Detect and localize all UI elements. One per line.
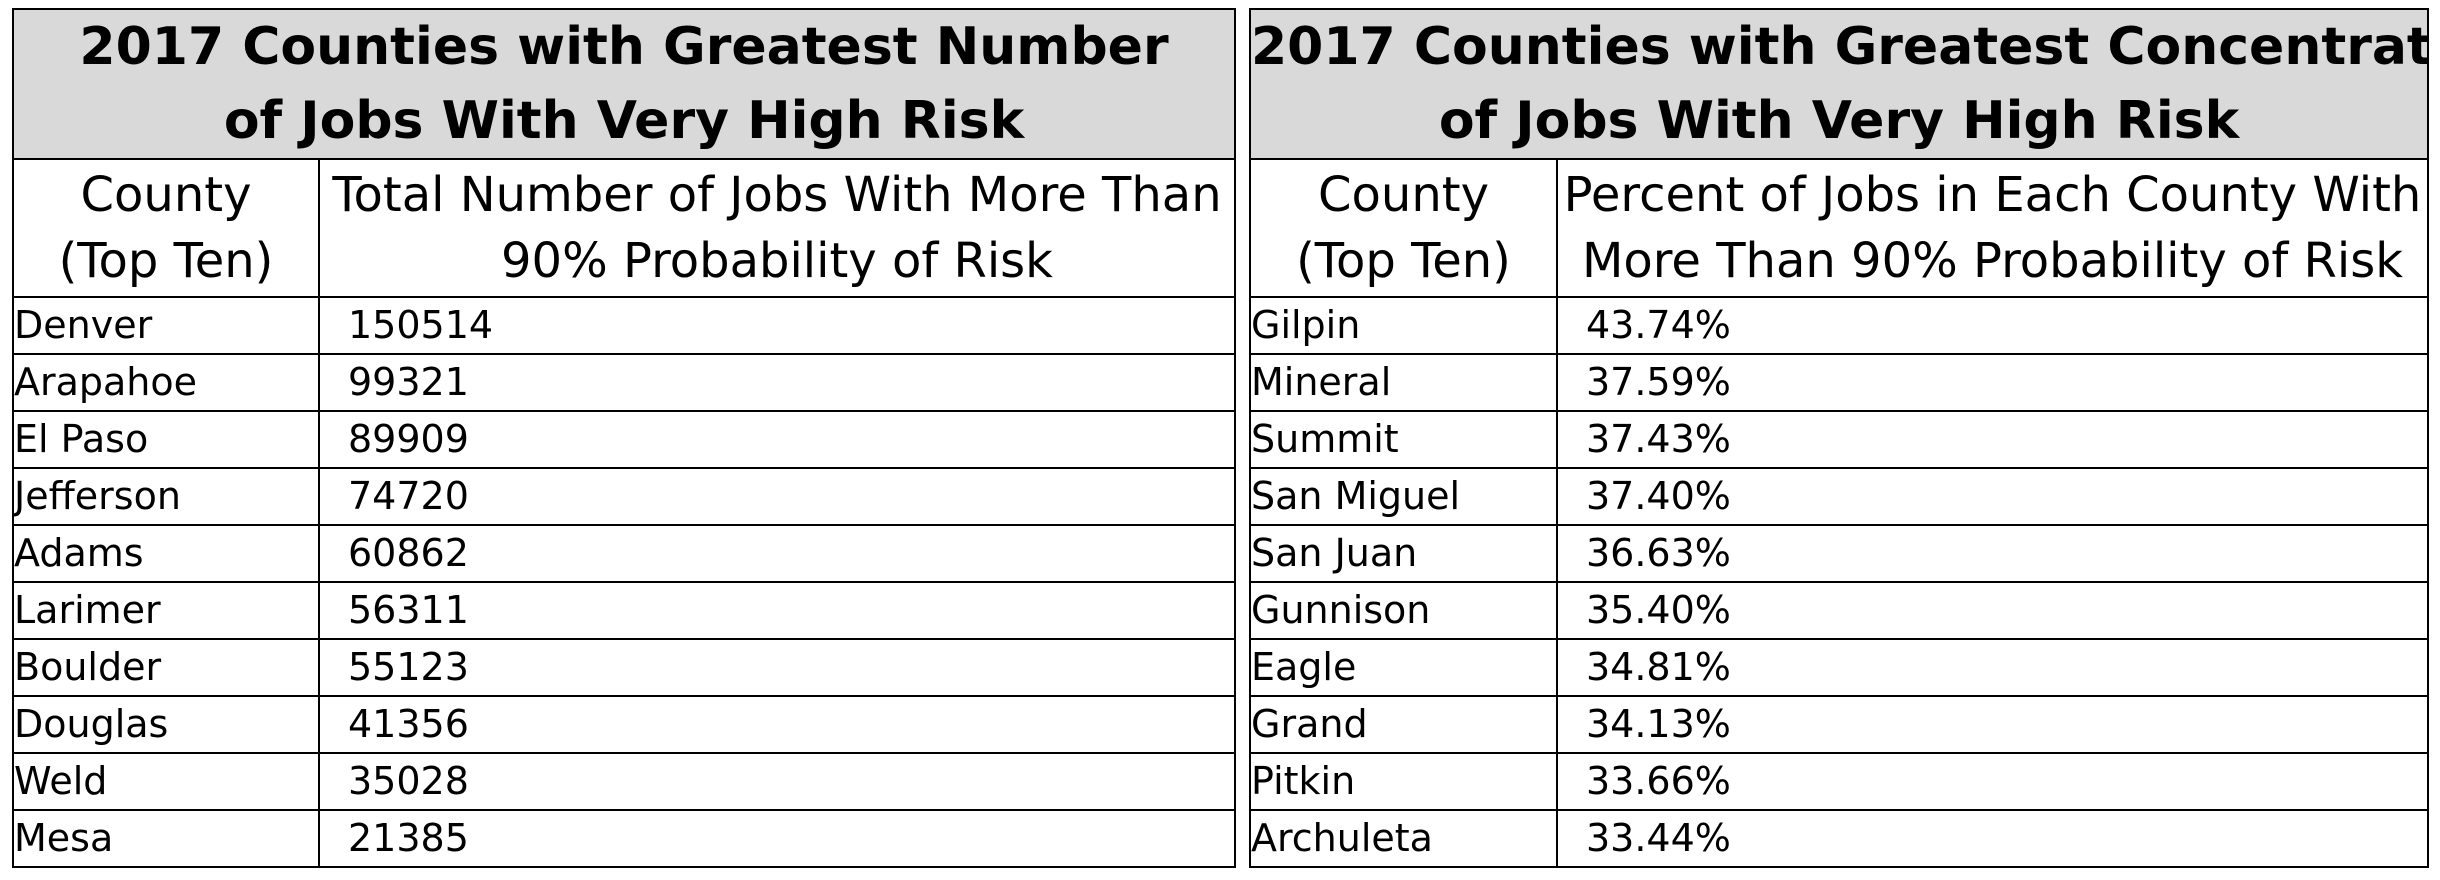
value-cell: 37.40% bbox=[1556, 467, 2429, 526]
header-line: Percent of Jobs in Each County With bbox=[1563, 167, 2422, 223]
county-cell: Arapahoe bbox=[12, 353, 320, 412]
header-line: More Than 90% Probability of Risk bbox=[1581, 233, 2404, 289]
table-row: Mineral 37.59% bbox=[1249, 353, 2429, 412]
header-line: County bbox=[1318, 167, 1489, 223]
value-cell: 99321 bbox=[318, 353, 1236, 412]
table-title-line: 2017 Counties with Greatest Concentratio… bbox=[1251, 17, 2428, 77]
header-line: (Top Ten) bbox=[1296, 233, 1511, 289]
table-row: Eagle 34.81% bbox=[1249, 638, 2429, 697]
county-column-header: County (Top Ten) bbox=[1249, 158, 1558, 298]
table-row: Boulder 55123 bbox=[12, 638, 1236, 697]
value-cell: 56311 bbox=[318, 581, 1236, 640]
table-title: 2017 Counties with Greatest Number of Jo… bbox=[12, 8, 1236, 160]
county-column-header: County (Top Ten) bbox=[12, 158, 320, 298]
county-cell: Jefferson bbox=[12, 467, 320, 526]
value-cell: 150514 bbox=[318, 296, 1236, 355]
value-cell: 33.66% bbox=[1556, 752, 2429, 811]
table-title-row: 2017 Counties with Greatest Number of Jo… bbox=[12, 8, 1236, 160]
table-row: Summit 37.43% bbox=[1249, 410, 2429, 469]
header-line: Total Number of Jobs With More Than bbox=[332, 167, 1222, 223]
value-cell: 35028 bbox=[318, 752, 1236, 811]
table-row: Archuleta 33.44% bbox=[1249, 809, 2429, 868]
county-cell: Grand bbox=[1249, 695, 1558, 754]
value-cell: 89909 bbox=[318, 410, 1236, 469]
table-row: Pitkin 33.66% bbox=[1249, 752, 2429, 811]
counties-by-concentration-table: 2017 Counties with Greatest Concentratio… bbox=[1249, 8, 2429, 868]
value-cell: 43.74% bbox=[1556, 296, 2429, 355]
value-cell: 41356 bbox=[318, 695, 1236, 754]
value-cell: 33.44% bbox=[1556, 809, 2429, 868]
county-cell: Mineral bbox=[1249, 353, 1558, 412]
table-row: Arapahoe 99321 bbox=[12, 353, 1236, 412]
county-cell: Adams bbox=[12, 524, 320, 583]
table-row: Denver 150514 bbox=[12, 296, 1236, 355]
table-title-line: of Jobs With Very High Risk bbox=[223, 91, 1025, 151]
value-cell: 34.81% bbox=[1556, 638, 2429, 697]
counties-by-number-table: 2017 Counties with Greatest Number of Jo… bbox=[12, 8, 1236, 868]
table-row: Weld 35028 bbox=[12, 752, 1236, 811]
header-line: County bbox=[80, 167, 252, 223]
county-cell: Pitkin bbox=[1249, 752, 1558, 811]
county-cell: Douglas bbox=[12, 695, 320, 754]
table-row: Douglas 41356 bbox=[12, 695, 1236, 754]
county-cell: Summit bbox=[1249, 410, 1558, 469]
county-cell: Archuleta bbox=[1249, 809, 1558, 868]
table-row: Adams 60862 bbox=[12, 524, 1236, 583]
county-cell: San Juan bbox=[1249, 524, 1558, 583]
table-title-line: 2017 Counties with Greatest Number bbox=[79, 17, 1169, 77]
table-row: Grand 34.13% bbox=[1249, 695, 2429, 754]
table-title-line: of Jobs With Very High Risk bbox=[1438, 91, 2240, 151]
value-cell: 35.40% bbox=[1556, 581, 2429, 640]
value-cell: 37.59% bbox=[1556, 353, 2429, 412]
value-cell: 34.13% bbox=[1556, 695, 2429, 754]
table-row: San Juan 36.63% bbox=[1249, 524, 2429, 583]
value-cell: 55123 bbox=[318, 638, 1236, 697]
table-row: El Paso 89909 bbox=[12, 410, 1236, 469]
county-cell: Larimer bbox=[12, 581, 320, 640]
county-cell: Denver bbox=[12, 296, 320, 355]
table-row: San Miguel 37.40% bbox=[1249, 467, 2429, 526]
value-cell: 74720 bbox=[318, 467, 1236, 526]
column-header-row: County (Top Ten) Percent of Jobs in Each… bbox=[1249, 158, 2429, 298]
column-header-row: County (Top Ten) Total Number of Jobs Wi… bbox=[12, 158, 1236, 298]
table-row: Jefferson 74720 bbox=[12, 467, 1236, 526]
value-column-header: Percent of Jobs in Each County With More… bbox=[1556, 158, 2429, 298]
county-cell: El Paso bbox=[12, 410, 320, 469]
value-cell: 36.63% bbox=[1556, 524, 2429, 583]
county-cell: Gilpin bbox=[1249, 296, 1558, 355]
county-cell: Gunnison bbox=[1249, 581, 1558, 640]
header-line: 90% Probability of Risk bbox=[501, 233, 1053, 289]
county-cell: Boulder bbox=[12, 638, 320, 697]
table-row: Gilpin 43.74% bbox=[1249, 296, 2429, 355]
county-cell: Weld bbox=[12, 752, 320, 811]
table-row: Gunnison 35.40% bbox=[1249, 581, 2429, 640]
value-column-header: Total Number of Jobs With More Than 90% … bbox=[318, 158, 1236, 298]
county-cell: Mesa bbox=[12, 809, 320, 868]
value-cell: 37.43% bbox=[1556, 410, 2429, 469]
table-title: 2017 Counties with Greatest Concentratio… bbox=[1249, 8, 2429, 160]
value-cell: 60862 bbox=[318, 524, 1236, 583]
table-row: Larimer 56311 bbox=[12, 581, 1236, 640]
table-row: Mesa 21385 bbox=[12, 809, 1236, 868]
value-cell: 21385 bbox=[318, 809, 1236, 868]
header-line: (Top Ten) bbox=[58, 233, 274, 289]
table-title-row: 2017 Counties with Greatest Concentratio… bbox=[1249, 8, 2429, 160]
county-cell: Eagle bbox=[1249, 638, 1558, 697]
county-cell: San Miguel bbox=[1249, 467, 1558, 526]
